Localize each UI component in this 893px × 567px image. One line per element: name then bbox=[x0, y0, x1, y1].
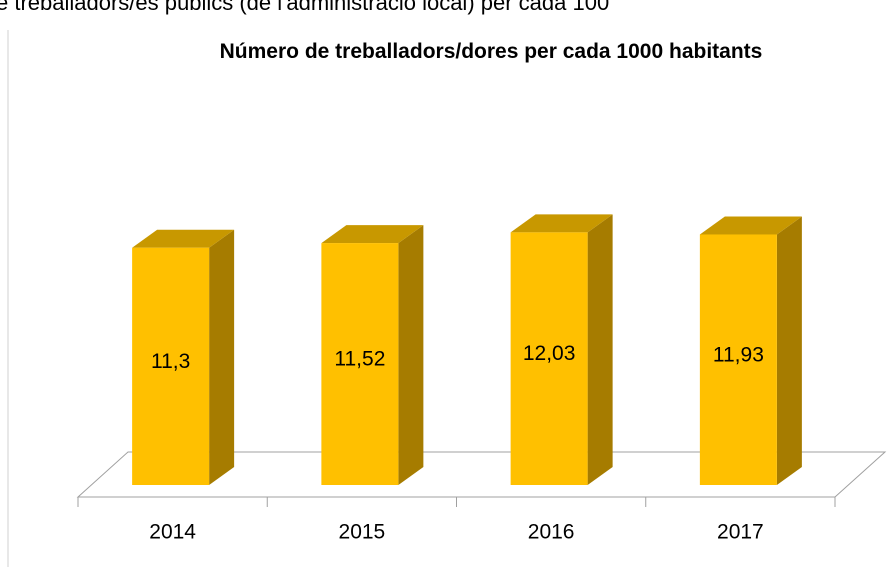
value-label: 12,03 bbox=[523, 342, 576, 365]
bar-side bbox=[587, 214, 613, 485]
value-label: 11,52 bbox=[334, 348, 385, 371]
header-text: e treballadors/es públics (de l'administ… bbox=[0, 0, 610, 15]
bar-side bbox=[776, 216, 802, 485]
bar-top bbox=[699, 216, 802, 235]
chart-title: Número de treballadors/dores per cada 10… bbox=[219, 40, 763, 63]
bar-side bbox=[398, 225, 424, 485]
bar bbox=[699, 234, 777, 485]
bar-top bbox=[132, 229, 235, 248]
bar bbox=[321, 243, 399, 485]
bar bbox=[132, 247, 210, 485]
bar bbox=[510, 232, 588, 485]
x-tick-label: 2014 bbox=[149, 521, 196, 544]
x-tick-label: 2016 bbox=[528, 521, 575, 544]
x-tick-label: 2017 bbox=[717, 521, 764, 544]
value-label: 11,3 bbox=[151, 350, 190, 373]
floor bbox=[76, 451, 887, 498]
bar-side bbox=[209, 229, 235, 485]
value-label: 11,93 bbox=[713, 343, 764, 366]
bar-top bbox=[321, 225, 424, 244]
x-tick-label: 2015 bbox=[339, 521, 386, 544]
bar-top bbox=[510, 214, 613, 233]
